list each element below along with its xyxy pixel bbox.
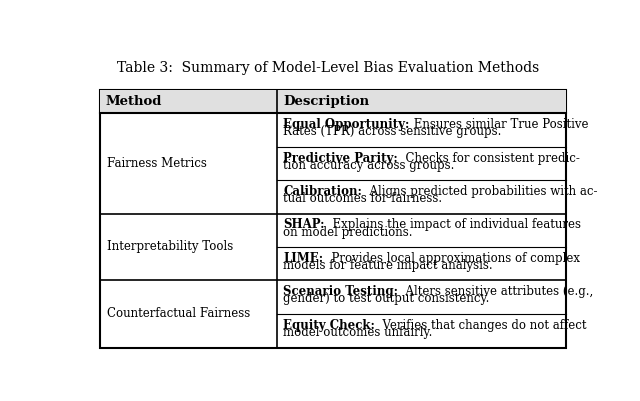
Text: Equity Check:: Equity Check: — [284, 319, 375, 332]
Text: gender) to test output consistency.: gender) to test output consistency. — [284, 292, 490, 305]
Text: Counterfactual Fairness: Counterfactual Fairness — [108, 307, 250, 320]
Text: Alters sensitive attributes (e.g.,: Alters sensitive attributes (e.g., — [399, 285, 594, 298]
Text: models for feature impact analysis.: models for feature impact analysis. — [284, 259, 493, 272]
Text: tual outcomes for fairness.: tual outcomes for fairness. — [284, 192, 443, 205]
Text: Description: Description — [283, 95, 369, 108]
Text: Interpretability Tools: Interpretability Tools — [108, 240, 234, 253]
Text: Predictive Parity:: Predictive Parity: — [284, 152, 398, 164]
Text: Ensures similar True Positive: Ensures similar True Positive — [410, 118, 588, 131]
Text: Method: Method — [106, 95, 162, 108]
Text: Aligns predicted probabilities with ac-: Aligns predicted probabilities with ac- — [362, 185, 598, 198]
Text: Rates (TPR) across sensitive groups.: Rates (TPR) across sensitive groups. — [284, 125, 502, 138]
Bar — [100, 90, 566, 348]
Text: LIME:: LIME: — [284, 252, 324, 265]
Text: Scenario Testing:: Scenario Testing: — [284, 285, 399, 298]
Text: tion accuracy across groups.: tion accuracy across groups. — [284, 159, 455, 172]
Text: Table 3:  Summary of Model-Level Bias Evaluation Methods: Table 3: Summary of Model-Level Bias Eva… — [117, 61, 539, 75]
Bar — [100, 90, 566, 113]
Text: Explains the impact of individual features: Explains the impact of individual featur… — [325, 219, 581, 231]
Text: model outcomes unfairly.: model outcomes unfairly. — [284, 326, 433, 339]
Text: on model predictions.: on model predictions. — [284, 225, 413, 239]
Text: Equal Opportunity:: Equal Opportunity: — [284, 118, 410, 131]
Text: Checks for consistent predic-: Checks for consistent predic- — [398, 152, 580, 164]
Text: Provides local approximations of complex: Provides local approximations of complex — [324, 252, 580, 265]
Text: SHAP:: SHAP: — [284, 219, 325, 231]
Text: Verifies that changes do not affect: Verifies that changes do not affect — [375, 319, 587, 332]
Text: Fairness Metrics: Fairness Metrics — [108, 157, 207, 170]
Text: Calibration:: Calibration: — [284, 185, 362, 198]
